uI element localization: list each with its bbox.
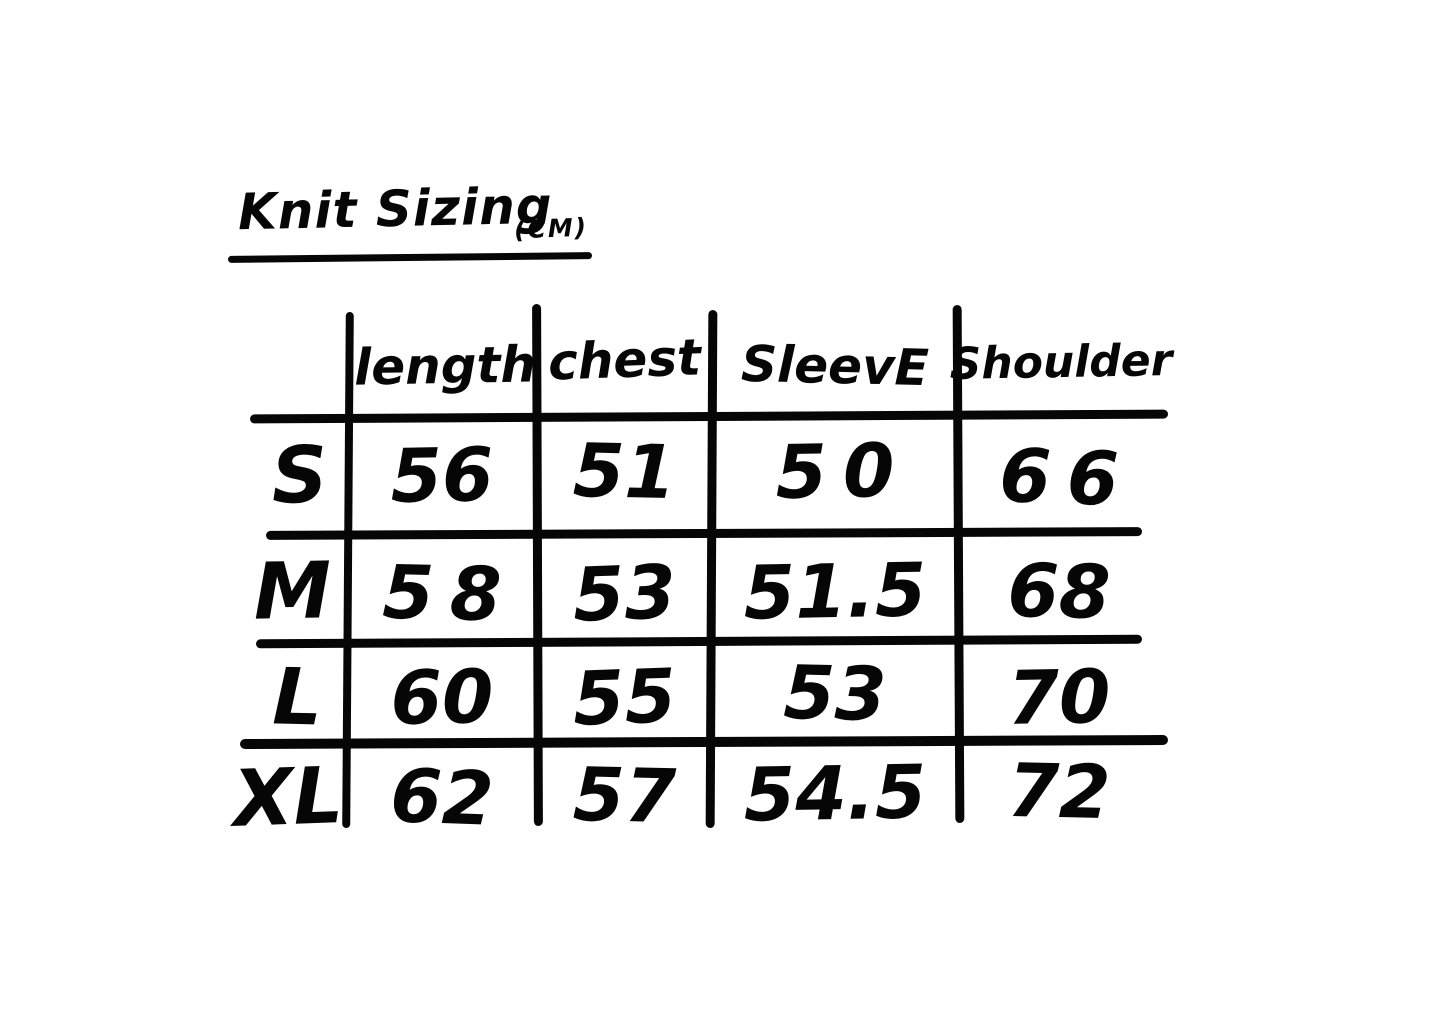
cell-m-chest: 53 [571,549,678,639]
cell-s-length: 56 [389,432,495,520]
column-header-sleeve: SleevE [740,334,930,398]
cell-xl-sleeve: 54.5 [742,749,928,839]
cell-l-sleeve: 53 [782,649,888,739]
cell-m-length: 58 [381,549,519,639]
title-underline [227,252,593,263]
row-label-xl: XL [231,751,345,845]
cell-s-sleeve: 50 [774,427,912,517]
cell-l-length: 60 [389,654,495,742]
column-header-shoulder: Shoulder [949,334,1173,390]
row-label-m: M [252,546,333,638]
cell-l-shoulder: 70 [1006,654,1112,742]
cell-s-shoulder: 66 [998,432,1136,524]
column-header-chest: chest [547,328,702,392]
column-header-length: length [353,335,537,397]
row-label-s: S [269,430,330,522]
cell-xl-length: 62 [389,753,495,843]
row-label-l: L [271,652,324,744]
page-title: Knit Sizing [237,176,554,242]
cell-m-sleeve: 51.5 [742,547,928,637]
cell-xl-shoulder: 72 [1006,747,1112,837]
cell-s-chest: 51 [572,427,677,517]
cell-l-chest: 55 [571,653,678,743]
unit-label: (CM) [513,212,589,245]
cell-m-shoulder: 68 [1006,547,1112,637]
cell-xl-chest: 57 [572,751,677,841]
grid-hline-2 [265,527,1143,540]
